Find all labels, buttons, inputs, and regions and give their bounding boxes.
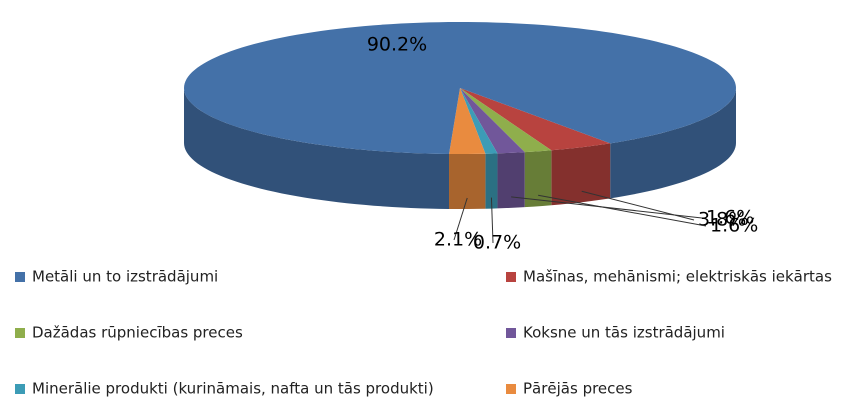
slice-side (497, 152, 525, 209)
legend-label: Koksne un tās izstrādājumi (523, 324, 725, 342)
slice-side (485, 153, 498, 209)
legend-label: Pārējās preces (523, 380, 633, 398)
data-label: 90.2% (367, 34, 427, 56)
leader-line (538, 194, 707, 227)
legend-swatch (15, 328, 25, 338)
leader-line (490, 197, 494, 244)
legend-swatch (506, 272, 516, 282)
slice-side (551, 143, 611, 206)
slice (460, 88, 525, 154)
slice (460, 88, 498, 154)
legend-swatch (15, 384, 25, 394)
legend-label: Dažādas rūpniecības preces (32, 324, 243, 342)
legend-swatch (15, 272, 25, 282)
slice (449, 88, 486, 154)
slice-side (610, 88, 736, 199)
slice (460, 88, 552, 153)
data-label: 3.8% (698, 209, 746, 231)
data-label: 1.6% (710, 215, 758, 237)
data-label: 1.6% (706, 207, 754, 229)
leader-line (511, 196, 703, 219)
slice (184, 22, 736, 154)
data-label: 2.1% (434, 229, 482, 251)
slice (460, 88, 611, 151)
data-label: 0.7% (473, 232, 521, 254)
legend-label: Minerālie produkti (kurināmais, nafta un… (32, 380, 434, 398)
slice-side (449, 153, 486, 209)
legend-label: Metāli un to izstrādājumi (32, 268, 218, 286)
slice-side (524, 150, 552, 208)
legend-swatch (506, 384, 516, 394)
slice-side (184, 88, 450, 209)
legend-label: Mašīnas, mehānismi; elektriskās iekārtas (523, 268, 832, 286)
leader-line (453, 197, 468, 241)
legend-swatch (506, 328, 516, 338)
